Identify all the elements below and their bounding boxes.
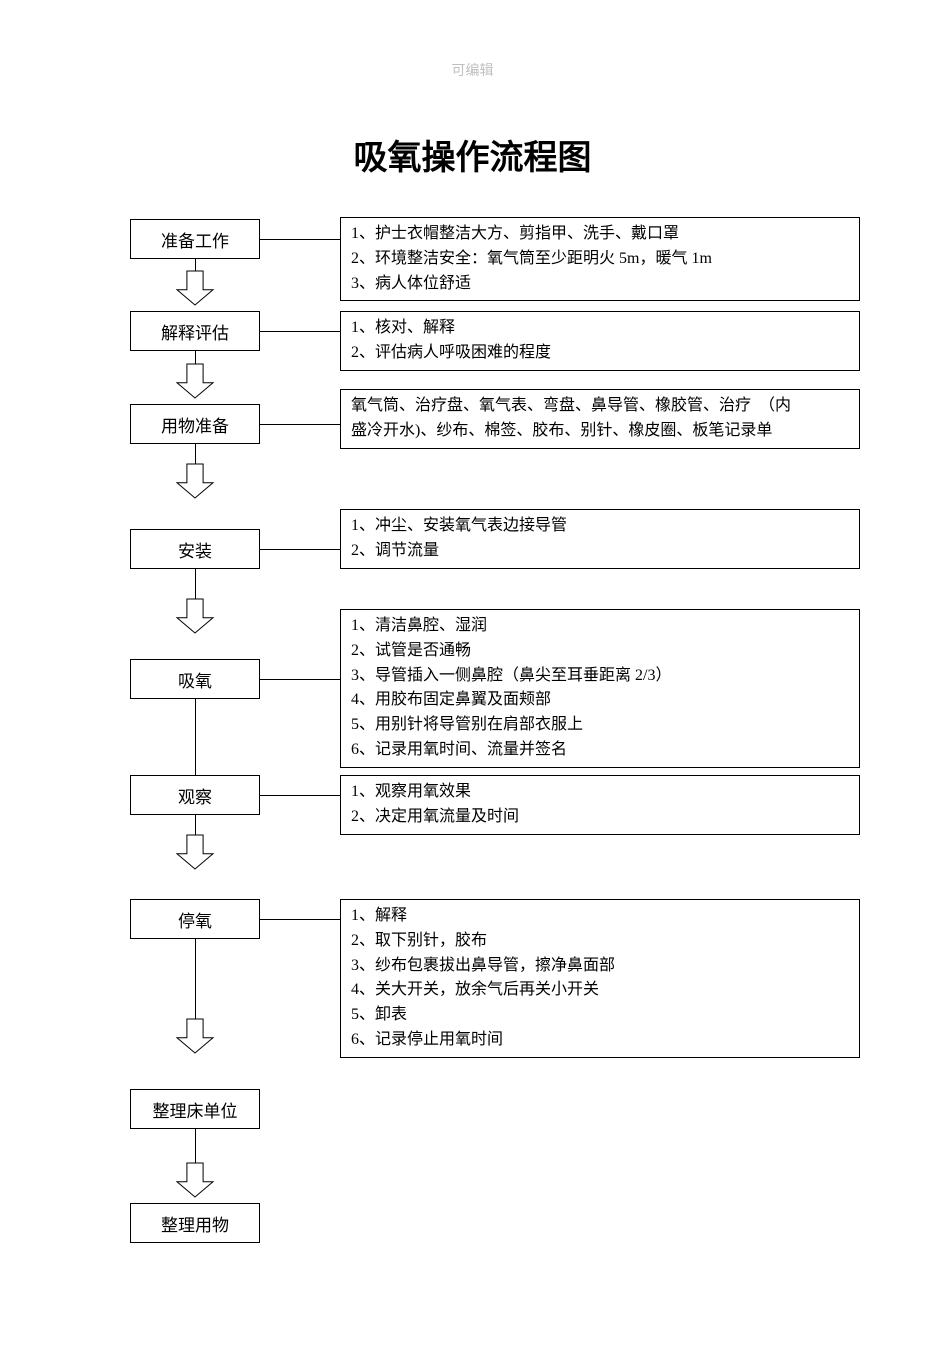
connector [195,351,196,364]
flow-step-label: 整理用物 [161,1211,229,1236]
flow-step-label: 整理床单位 [153,1097,238,1122]
flow-desc-line: 1、核对、解释 [351,316,849,341]
flow-desc-line: 6、记录用氧时间、流量并签名 [351,738,849,763]
connector [260,795,340,796]
flow-step-label: 吸氧 [178,667,212,692]
connector [260,679,340,680]
flow-step-prep: 准备工作 [130,219,260,259]
flow-step-install: 安装 [130,529,260,569]
connector [260,239,340,240]
flow-desc-line: 2、决定用氧流量及时间 [351,805,849,830]
connector [195,939,196,1019]
connector [260,919,340,920]
flow-step-label: 停氧 [178,907,212,932]
flow-desc-line: 2、环境整洁安全：氧气筒至少距明火 5m，暖气 1m [351,247,849,272]
flow-step-label: 观察 [178,783,212,808]
flow-step-materials: 用物准备 [130,404,260,444]
flowchart-canvas: 准备工作 1、护士衣帽整洁大方、剪指甲、洗手、戴口罩2、环境整洁安全：氧气筒至少距… [0,219,945,1269]
flow-step-oxygen: 吸氧 [130,659,260,699]
down-arrow-icon [177,364,213,398]
flow-desc-line: 1、护士衣帽整洁大方、剪指甲、洗手、戴口罩 [351,222,849,247]
down-arrow-icon [177,271,213,305]
flow-desc-install: 1、冲尘、安装氧气表边接导管2、调节流量 [340,509,860,569]
down-arrow-icon [177,599,213,633]
connector [260,549,340,550]
down-arrow-icon [177,835,213,869]
connector [195,444,196,464]
flow-step-items: 整理用物 [130,1203,260,1243]
flow-desc-line: 氧气筒、治疗盘、氧气表、弯盘、鼻导管、橡胶管、治疗 （内 [351,394,849,419]
connector [195,569,196,599]
flow-desc-line: 1、清洁鼻腔、湿润 [351,614,849,639]
flow-step-stop: 停氧 [130,899,260,939]
flow-desc-line: 盛冷开水)、纱布、棉签、胶布、别针、橡皮圈、板笔记录单 [351,419,849,444]
flow-desc-line: 2、评估病人呼吸困难的程度 [351,341,849,366]
watermark-text: 可编辑 [0,60,945,80]
down-arrow-icon [177,1163,213,1197]
flow-desc-explain: 1、核对、解释2、评估病人呼吸困难的程度 [340,311,860,371]
flow-desc-observe: 1、观察用氧效果2、决定用氧流量及时间 [340,775,860,835]
flow-desc-line: 3、纱布包裹拔出鼻导管，擦净鼻面部 [351,954,849,979]
connector [195,259,196,271]
connector [260,424,340,425]
flow-step-label: 安装 [178,537,212,562]
flow-step-label: 解释评估 [161,319,229,344]
flow-desc-line: 2、调节流量 [351,539,849,564]
flow-desc-line: 1、解释 [351,904,849,929]
flow-step-observe: 观察 [130,775,260,815]
connector [260,331,340,332]
down-arrow-icon [177,1019,213,1053]
flow-desc-line: 1、观察用氧效果 [351,780,849,805]
flow-desc-materials: 氧气筒、治疗盘、氧气表、弯盘、鼻导管、橡胶管、治疗 （内盛冷开水)、纱布、棉签、… [340,389,860,449]
flow-step-label: 准备工作 [161,227,229,252]
flow-desc-line: 2、取下别针，胶布 [351,929,849,954]
flow-desc-line: 3、病人体位舒适 [351,272,849,297]
flow-desc-line: 3、导管插入一侧鼻腔（鼻尖至耳垂距离 2/3） [351,664,849,689]
connector [195,699,196,775]
flow-desc-line: 4、关大开关，放余气后再关小开关 [351,978,849,1003]
page: 可编辑 吸氧操作流程图 准备工作 1、护士衣帽整洁大方、剪指甲、洗手、戴口罩2、环… [0,0,945,1349]
flow-desc-line: 4、用胶布固定鼻翼及面颊部 [351,688,849,713]
flow-desc-line: 5、卸表 [351,1003,849,1028]
flow-desc-stop: 1、解释2、取下别针，胶布3、纱布包裹拔出鼻导管，擦净鼻面部4、关大开关，放余气… [340,899,860,1058]
flow-desc-line: 6、记录停止用氧时间 [351,1028,849,1053]
flow-desc-line: 5、用别针将导管别在肩部衣服上 [351,713,849,738]
connector [195,815,196,835]
flow-desc-prep: 1、护士衣帽整洁大方、剪指甲、洗手、戴口罩2、环境整洁安全：氧气筒至少距明火 5… [340,217,860,301]
down-arrow-icon [177,464,213,498]
flow-desc-line: 1、冲尘、安装氧气表边接导管 [351,514,849,539]
flow-step-explain: 解释评估 [130,311,260,351]
flow-step-label: 用物准备 [161,412,229,437]
connector [195,1129,196,1163]
flow-desc-line: 2、试管是否通畅 [351,639,849,664]
flow-desc-oxygen: 1、清洁鼻腔、湿润2、试管是否通畅3、导管插入一侧鼻腔（鼻尖至耳垂距离 2/3）… [340,609,860,768]
page-title: 吸氧操作流程图 [0,130,945,179]
flow-step-bed: 整理床单位 [130,1089,260,1129]
